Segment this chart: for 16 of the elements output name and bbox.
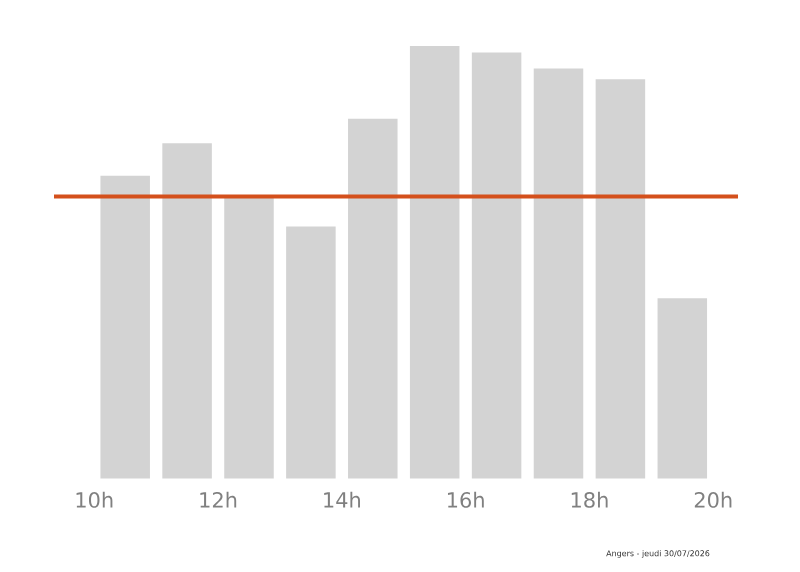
bar	[595, 79, 646, 479]
bar	[471, 52, 522, 479]
x-tick-label: 18h	[571, 491, 608, 508]
x-tick-label: 10h	[76, 491, 113, 508]
bar	[286, 226, 336, 479]
bar	[409, 46, 460, 479]
bar	[533, 68, 584, 479]
x-tick-label: 16h	[447, 491, 484, 508]
bar	[348, 118, 398, 479]
x-tick-label: 12h	[200, 491, 237, 508]
bar	[657, 298, 708, 479]
bar	[224, 197, 274, 479]
bar	[162, 143, 212, 479]
bar	[100, 175, 150, 479]
x-tick-label: 14h	[324, 491, 360, 508]
x-tick-label: 20h	[694, 491, 732, 508]
